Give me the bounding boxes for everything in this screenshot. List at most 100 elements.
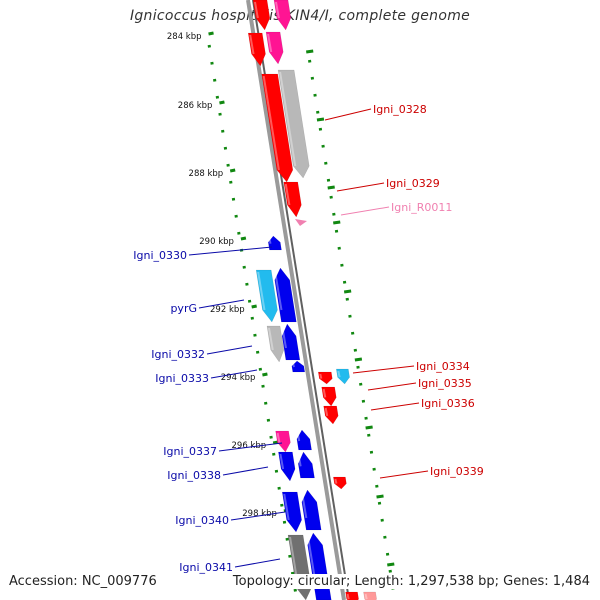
label-leader [336,182,385,192]
gene-highlight [324,407,329,417]
label-leader [340,206,390,216]
ruler-layer: 284 kbp 286 kbp 288 kbp 290 kbp 292 kbp 294 k… [167,31,395,592]
left-gene-label: Igni_0337 [163,445,217,458]
left-gene-label: Igni_0340 [175,514,229,527]
label-leader [188,246,273,256]
ruler-tick-label: 286 kbp [178,101,213,111]
gene-Igni_0340 [281,491,302,533]
gene-highlight [281,325,287,349]
label-leader [234,558,281,568]
label-leader [218,442,283,452]
label-leader [206,345,253,355]
left-gene-label: Igni_0341 [179,561,233,574]
ruler-tick-label: 288 kbp [189,169,224,179]
ruler-major-tick-right [316,117,325,122]
ruler-major-tick [240,236,247,241]
gene-highlight [268,327,274,351]
right-gene-label: Igni_0328 [373,103,427,116]
left-gene-label: Igni_0333 [155,372,209,385]
left-gene-label: Igni_0338 [167,469,221,482]
gene-highlight [322,388,327,398]
map-title: Ignicoccus hospitalis KIN4/I, complete g… [129,8,471,24]
right-gene-label: Igni_R0011 [391,201,452,214]
label-leader [367,382,417,391]
gene-highlight [297,453,302,467]
ruler-major-tick [262,372,268,377]
backbone-line [246,0,346,600]
label-leader [324,108,372,121]
ruler-tick-label: 284 kbp [167,32,202,42]
gene-Igni_0334 [317,371,333,385]
ruler-major-tick-right [376,494,384,499]
gene-highlight [279,71,297,167]
gene-Igni_0330 [268,235,282,251]
gene-Igni_0336 [323,405,339,425]
gene-highlight [249,34,255,55]
gene-highlight [275,1,280,19]
gene-Igni_0335a [336,368,350,385]
gene-feature [273,0,292,31]
gene-highlight [284,183,291,206]
gene-feature [345,591,359,600]
gene-highlight [257,271,266,311]
ruler-major-tick [251,304,257,309]
label-leader [222,466,269,476]
gene-Igni_0332b [281,323,301,361]
gene-Igni_0329-partner [277,69,310,179]
right-gene-label: Igni_0329 [386,177,440,190]
ruler-major-tick-right [354,357,363,362]
right-gene-label: Igni_0335 [418,377,472,390]
gene-highlight [364,593,368,600]
right-gene-label: Igni_0339 [430,465,484,478]
gene-highlight [268,237,272,244]
ruler-major-tick-right [306,49,314,54]
ruler-major-tick-right [387,562,395,567]
left-gene-label: pyrG [170,302,197,315]
ruler-major-tick-right [343,289,352,294]
gene-Igni_0338 [278,451,296,482]
gene-highlight [334,478,338,484]
ruler-major-tick-right [333,220,341,225]
ruler-tick-label: 294 kbp [221,373,256,383]
gene-Igni_0328 [261,73,294,183]
genome-stats: Topology: circular; Length: 1,297,538 bp… [230,574,590,589]
gene-highlight [262,75,280,171]
gene-highlight [337,370,341,378]
gene-Igni_0333 [291,360,306,373]
gene-feature [363,591,377,600]
ruler-major-tick [272,440,279,445]
gene-highlight [346,593,350,600]
ruler-major-tick [229,168,236,173]
gene-highlight [300,491,308,519]
ruler-major-tick-right [365,425,373,430]
gene-Igni_0332 [266,325,285,363]
gene-Igni_0340b [301,489,322,531]
gene-highlight [296,431,301,442]
gene-highlight [292,362,295,368]
gene-Igni_0331 [274,267,297,323]
gene-layer [247,0,377,600]
gene-highlight [283,493,290,521]
label-leader [370,402,420,411]
accession-text: Accession: NC_009776 [9,574,157,589]
gene-Igni_0329 [283,181,302,218]
label-leader [198,299,245,309]
right-gene-label: Igni_0336 [421,397,475,410]
gene-feature [247,32,266,67]
gene-highlight [254,1,259,19]
gene-pyrG [255,269,278,323]
gene-Igni_0338b [298,451,315,479]
gene-highlight [273,269,283,311]
ruler-tick-label: 292 kbp [210,305,245,315]
gene-highlight [267,33,273,53]
ruler-tick-label: 296 kbp [232,441,267,451]
gene-highlight [279,453,285,470]
left-gene-label: Igni_0330 [133,249,187,262]
left-gene-label: Igni_0332 [151,348,205,361]
gene-Igni_0337 [275,430,291,453]
ruler-major-tick [219,100,225,105]
label-layer: Igni_0330 pyrG Igni_0332 Igni_0333 Igni_0337… [133,103,484,574]
ruler-major-tick [208,31,214,36]
